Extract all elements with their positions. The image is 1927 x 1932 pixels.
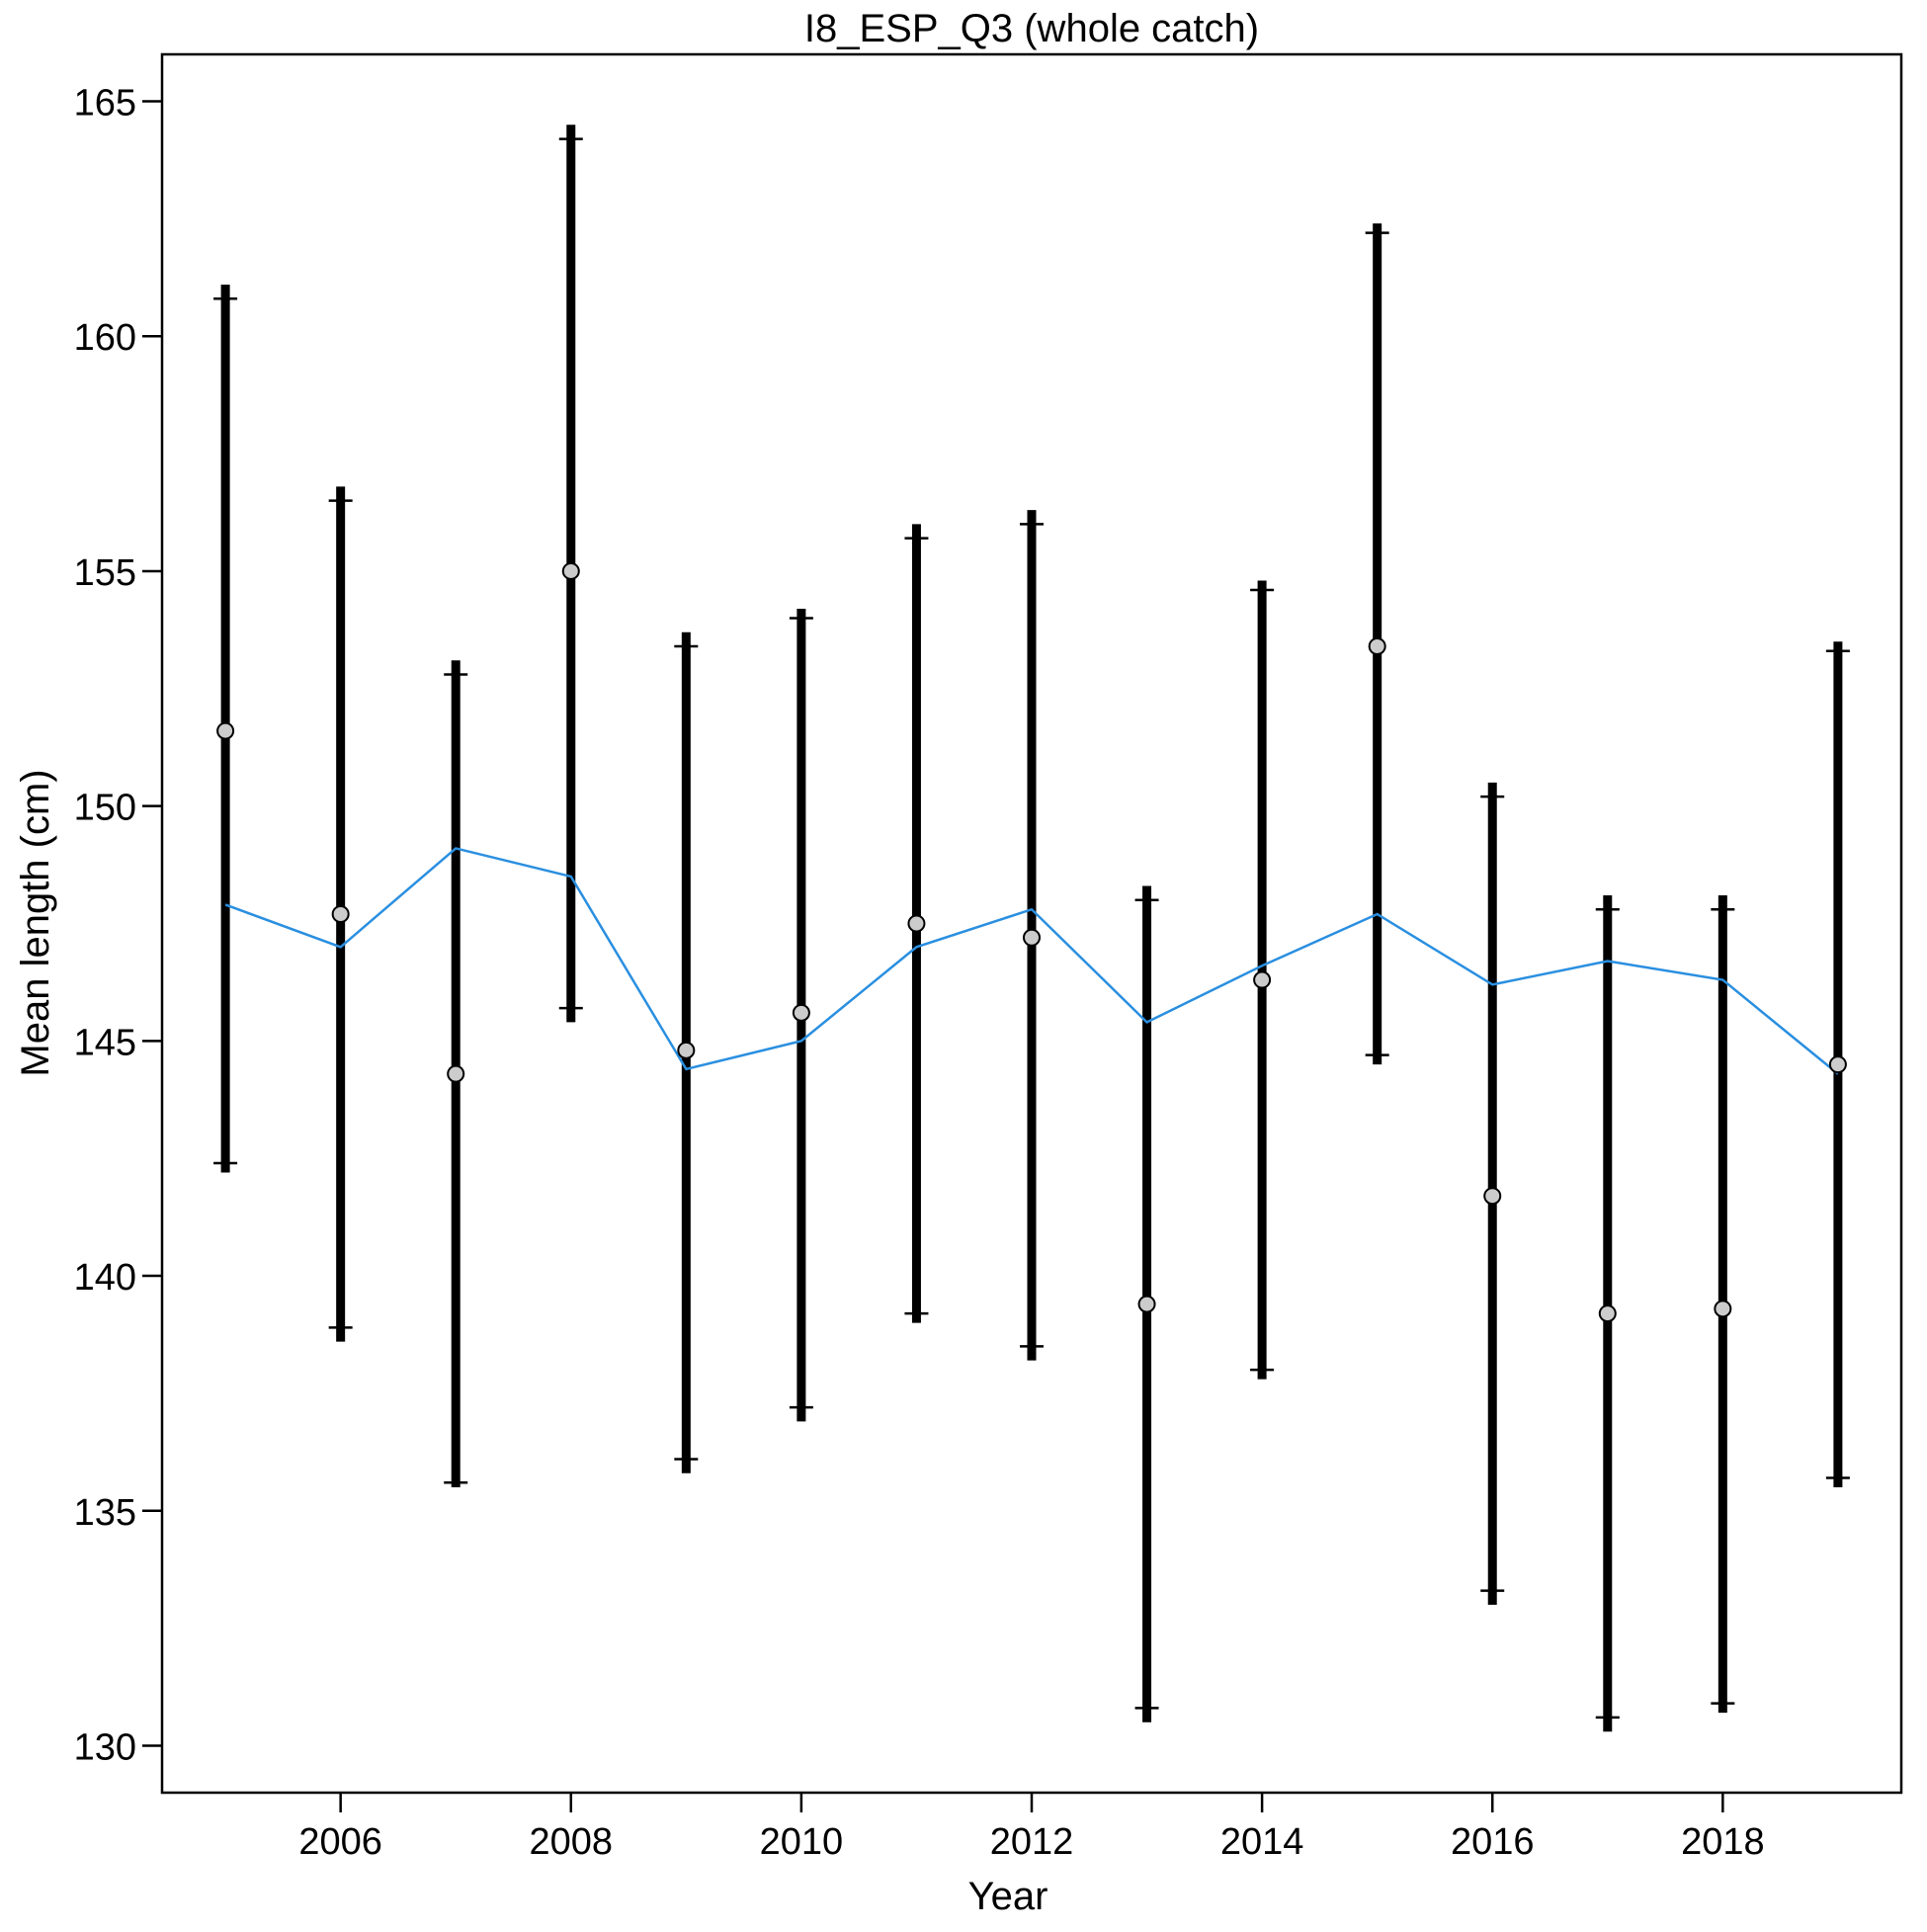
observed-point: [447, 1064, 465, 1083]
y-tick-label: 155: [74, 552, 136, 594]
observed-point: [1598, 1304, 1617, 1323]
x-tick-label: 2014: [1220, 1821, 1304, 1863]
x-axis: 2006 2008 2010 2012 2014 2016 2018: [298, 1793, 1765, 1863]
observed-point: [677, 1041, 696, 1059]
x-tick-label: 2006: [298, 1821, 382, 1863]
observed-point: [216, 721, 235, 740]
y-tick-label: 135: [74, 1492, 136, 1534]
y-tick-label: 130: [74, 1726, 136, 1768]
x-axis-label: Year: [968, 1875, 1048, 1918]
observed-point: [792, 1003, 810, 1022]
observed-point: [1714, 1300, 1732, 1318]
y-tick-label: 160: [74, 317, 136, 359]
expected-line: [224, 847, 1839, 1075]
x-tick-label: 2012: [990, 1821, 1074, 1863]
y-axis-label: Mean length (cm): [14, 769, 57, 1076]
error-bars: [213, 125, 1850, 1732]
x-tick-label: 2018: [1681, 1821, 1765, 1863]
observed-point: [1368, 637, 1386, 656]
observed-point: [1828, 1055, 1847, 1074]
y-tick-label: 140: [74, 1257, 136, 1299]
observed-point: [1253, 970, 1272, 989]
observed-point: [561, 561, 580, 580]
observed-point: [1023, 928, 1041, 947]
chart-title: I8_ESP_Q3 (whole catch): [804, 7, 1259, 50]
y-tick-label: 150: [74, 788, 136, 829]
observed-point: [907, 914, 926, 933]
y-axis: 130 135 140 145 150 155 160 165: [74, 83, 162, 1768]
observed-points: [216, 561, 1847, 1323]
y-tick-label: 165: [74, 83, 136, 125]
x-tick-label: 2008: [530, 1821, 614, 1863]
observed-point: [1137, 1295, 1156, 1313]
y-tick-label: 145: [74, 1022, 136, 1063]
observed-point: [331, 904, 350, 923]
observed-point: [1483, 1187, 1502, 1206]
x-tick-label: 2016: [1451, 1821, 1535, 1863]
x-tick-label: 2010: [760, 1821, 844, 1863]
expected-line-group: [224, 847, 1839, 1075]
